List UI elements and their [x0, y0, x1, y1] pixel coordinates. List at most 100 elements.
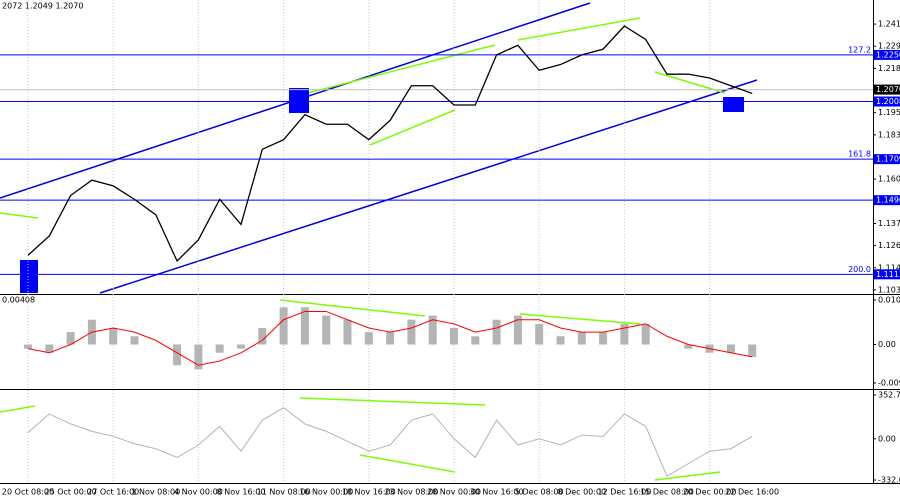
histogram-bar [513, 315, 522, 345]
header: 2072 1.2049 1.2070 [2, 2, 83, 11]
trend-line [299, 397, 486, 406]
y-tick-label: 1.1030 [878, 285, 900, 294]
signal-line [27, 310, 753, 366]
histogram-bar [237, 344, 245, 349]
histogram-bar [450, 327, 458, 345]
histogram-bar [279, 307, 288, 345]
histogram-bar [364, 332, 373, 345]
y-tick-label: 1.1605 [878, 175, 900, 184]
y-tick-label: 0.00 [878, 340, 896, 349]
y-tick-label: -0.00931 [878, 378, 900, 387]
trend-line [359, 454, 456, 473]
trend-line [0, 405, 36, 413]
histogram-bar [24, 344, 32, 349]
level-box [874, 269, 900, 280]
current-box [874, 84, 900, 95]
x-tick-label: 18 Nov 16:00 [342, 488, 396, 497]
level-label: 1.2008 [876, 97, 900, 106]
channel-lower [99, 79, 758, 294]
x-tick-label: 12 Dec 16:00 [597, 488, 651, 497]
fib-label: 127.2 [848, 45, 871, 54]
y-tick-label: 1.2180 [878, 64, 900, 73]
histogram-bar [471, 336, 480, 345]
trend-line [299, 44, 496, 96]
current-label: 1.2070 [876, 85, 900, 94]
histogram-bar [428, 315, 437, 345]
level-box [874, 49, 900, 60]
cci-line [27, 407, 753, 477]
x-tick-label: 1 Nov 08:00 [131, 488, 180, 497]
x-tick-label: 11 Nov 08:00 [257, 488, 311, 497]
x-tick-label: 30 Nov 16:00 [470, 488, 524, 497]
y-tick-label: 1.1260 [878, 241, 900, 250]
histogram-bar [492, 319, 501, 345]
y-tick-label: 1.2295 [878, 42, 900, 51]
histogram-bar [45, 344, 54, 353]
histogram-bar [535, 323, 544, 345]
x-tick-label: 28 Nov 00:00 [427, 488, 481, 497]
histogram-bar [641, 323, 650, 345]
level-label: 1.1709 [876, 155, 900, 164]
x-tick-label: 8 Nov 16:00 [217, 488, 266, 497]
y-tick-label: 352.7446 [878, 391, 900, 400]
histogram-bar [577, 332, 586, 345]
zone-box [20, 260, 38, 293]
annotations [0, 2, 758, 481]
x-tick-label: 5 Dec 08:00 [515, 488, 564, 497]
y-tick-label: 1.1375 [878, 219, 900, 228]
histogram-bar [130, 336, 139, 345]
histogram-bar [726, 344, 735, 353]
x-tick-label: 22 Dec 16:00 [725, 488, 779, 497]
histogram-bar [300, 307, 309, 345]
histogram-bar [258, 327, 267, 345]
price-line [27, 25, 753, 263]
level-box [874, 96, 900, 107]
level-box [874, 195, 900, 206]
histogram-bar [620, 323, 629, 345]
trend-line [654, 471, 721, 481]
level-label: 1.1111 [876, 270, 900, 279]
zone-box [723, 97, 744, 112]
fib-label: 200.0 [848, 265, 871, 274]
y-tick-label: 0.01077 [878, 296, 900, 305]
histogram-bar [194, 344, 203, 370]
y-tick-label: 1.1145 [878, 263, 900, 272]
level-box [874, 154, 900, 165]
y-tick-label: 0.00 [878, 434, 896, 443]
macd-label: 0.00408 [2, 296, 35, 305]
y-tick-label: 1.2410 [878, 20, 900, 29]
histogram-bar [343, 319, 352, 345]
level-label: 1.1496 [876, 196, 900, 205]
x-tick-label: 16 Nov 00:00 [299, 488, 353, 497]
histogram-bar [386, 332, 395, 345]
x-tick-label: 25 Oct 00:00 [45, 488, 97, 497]
y-tick-label: 1.1950 [878, 108, 900, 117]
x-tick-label: 15 Dec 08:00 [640, 488, 694, 497]
histogram-bar [215, 344, 224, 353]
x-tick-label: 20 Dec 00:00 [683, 488, 737, 497]
histogram-bar [109, 327, 118, 345]
x-tick-label: 4 Nov 00:00 [174, 488, 223, 497]
histogram-bar [66, 332, 75, 345]
histogram-bar [556, 336, 565, 345]
fib-label: 161.8 [848, 150, 871, 159]
histogram-bar [684, 344, 693, 349]
x-tick-label: 27 Oct 16:00 [87, 488, 139, 497]
histogram-bar [173, 344, 182, 366]
x-tick-label: 23 Nov 08:00 [384, 488, 438, 497]
histogram-bar [599, 332, 608, 345]
trend-line [279, 299, 426, 317]
y-tick-label: 1.1835 [878, 130, 900, 139]
x-tick-label: 20 Oct 08:00 [2, 488, 54, 497]
x-tick-label: 8 Dec 00:00 [557, 488, 606, 497]
histogram-bar [322, 315, 331, 345]
y-tick-label: -332.029 [878, 476, 900, 485]
trend-line [369, 109, 456, 146]
trend-line [519, 313, 641, 325]
zone-box [289, 88, 309, 113]
histogram-bar [748, 344, 757, 357]
trend-line [517, 17, 641, 41]
level-label: 1.2250 [876, 50, 900, 59]
histogram-bar [407, 319, 416, 345]
